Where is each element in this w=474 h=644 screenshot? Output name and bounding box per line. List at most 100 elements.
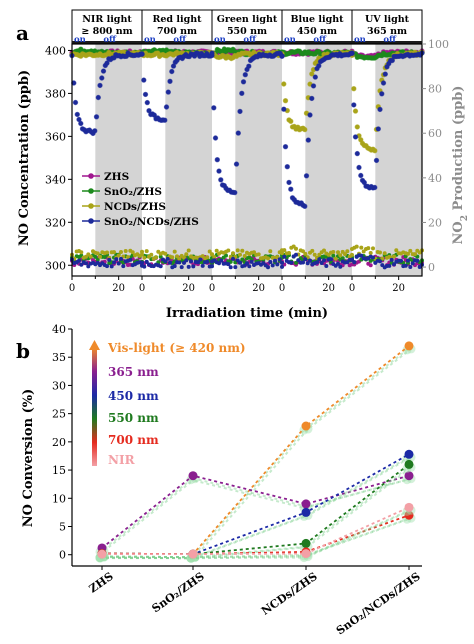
no-point (309, 95, 315, 102)
no2-point (219, 258, 224, 263)
no-point (281, 106, 287, 112)
no-point (379, 91, 385, 97)
no2-point (88, 254, 93, 259)
no2-point (172, 264, 177, 269)
no2-point (154, 255, 158, 260)
no2-point (238, 252, 242, 257)
no-point (167, 78, 173, 85)
no2-point (95, 257, 100, 262)
panel-b: b 0 5 10 15 20 25 30 35 40 ZHS SnO₂/ZHS NCDs/ZHS SnO… (16, 323, 423, 637)
no-point (74, 111, 81, 118)
no2-point (79, 262, 84, 267)
no2-point (84, 261, 88, 266)
panel-a-letter: a (16, 21, 29, 45)
x-axis-label: Irradiation time (min) (166, 306, 328, 321)
no2-point (338, 264, 343, 269)
no2-point (205, 255, 210, 260)
no2-point (240, 257, 245, 262)
no-point (382, 71, 388, 77)
legend-arrow-shaft (92, 348, 97, 466)
dark-period-3 (235, 44, 282, 276)
light-name-3: Green light (217, 14, 278, 25)
no2-point (378, 259, 382, 264)
no-point (358, 172, 364, 179)
no2-point (163, 251, 168, 256)
no2-point (116, 261, 121, 266)
no2-point (289, 260, 294, 265)
no2-point (329, 257, 333, 262)
no2-point (249, 259, 254, 264)
no-point (104, 60, 110, 66)
no2-point (226, 262, 231, 267)
no2-point (86, 264, 91, 269)
no2-point (172, 249, 177, 254)
no-point (279, 53, 285, 59)
series-point (97, 549, 107, 559)
no-point (310, 83, 317, 89)
series-point (404, 449, 414, 459)
x-tick-label: 0 (69, 283, 75, 294)
no-point (372, 184, 378, 191)
right-tick-label: 60 (428, 127, 442, 140)
no2-point (294, 252, 298, 257)
no2-point (184, 258, 189, 263)
no2-point (210, 252, 214, 257)
no2-point (112, 260, 116, 265)
no2-point (280, 251, 284, 256)
no2-point (205, 259, 210, 264)
left-y-axis: 300 320 340 360 380 400 (45, 44, 72, 272)
no2-point (77, 258, 81, 263)
series-point (404, 510, 414, 520)
no2-point (380, 256, 385, 261)
panel-b-letter: b (16, 339, 30, 363)
no-point (233, 161, 240, 167)
no2-point (359, 245, 364, 250)
series-450 nm (95, 449, 416, 563)
series-550 nm (95, 459, 416, 563)
no2-point (140, 260, 144, 265)
off-label-5: off (383, 35, 397, 45)
no-point (354, 124, 360, 130)
no-point (92, 128, 98, 134)
no-point (286, 179, 292, 186)
series-point (301, 421, 311, 431)
right-y-axis-label-tail: Production (ppb) (451, 86, 466, 215)
legend-label: NIR (108, 453, 136, 467)
dark-period-2 (165, 44, 212, 276)
no2-point (410, 261, 415, 266)
series-line (101, 474, 410, 549)
x-tick-label: 20 (112, 283, 125, 294)
no-point (282, 144, 289, 150)
no2-point (214, 248, 219, 253)
no-point (352, 134, 359, 140)
y-tick-label: 20 (52, 436, 66, 449)
light-box-5 (351, 9, 423, 45)
on-off-labels: on off on off on off on off on off (74, 35, 397, 45)
x-category-label: ZHS (87, 570, 116, 596)
no2-point (144, 249, 149, 254)
panel-a-legend: ZHS SnO₂/ZHS NCDs/ZHS SnO₂/NCDs/ZHS (82, 171, 199, 228)
no2-point (406, 251, 410, 256)
legend-label: 365 nm (108, 365, 159, 379)
no-point (380, 80, 387, 86)
on-label-2: on (144, 35, 156, 45)
no-point (303, 173, 310, 179)
no2-point (303, 251, 308, 256)
light-wavelength-2: 700 nm (157, 26, 197, 37)
legend-marker (88, 203, 94, 209)
no2-point (331, 253, 336, 258)
no2-point (331, 250, 336, 254)
no2-point (142, 255, 147, 260)
right-y-axis-label: NO2 Production (ppb) (451, 86, 470, 245)
no2-point (345, 249, 350, 254)
no2-point (240, 248, 245, 253)
no-point (214, 157, 221, 163)
no2-point (389, 257, 394, 262)
no2-point (322, 258, 326, 263)
no-point (100, 68, 107, 74)
no-point (99, 75, 105, 81)
left-tick-label: 340 (45, 173, 66, 186)
no2-point (312, 252, 317, 257)
no2-point (179, 265, 184, 270)
